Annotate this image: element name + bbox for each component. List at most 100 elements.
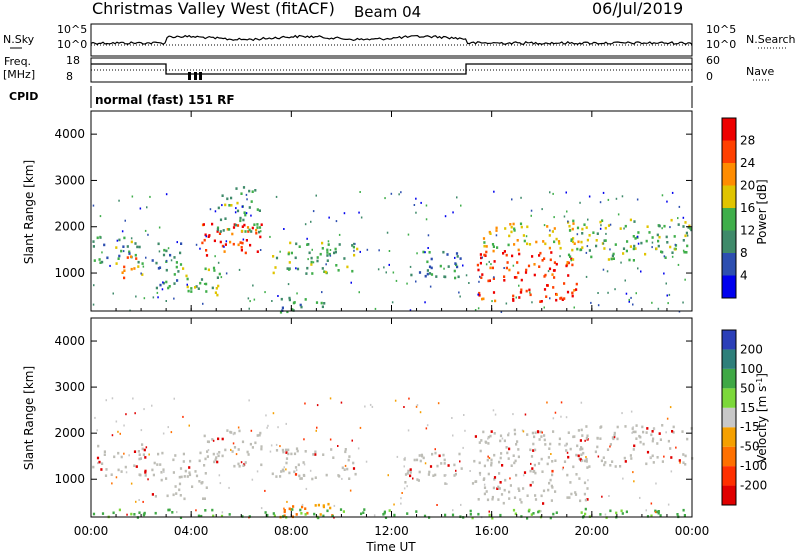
power-data-cell-9 <box>541 259 544 262</box>
vel-data-cell-7 <box>659 438 662 441</box>
vel-data-cell-0 <box>141 443 144 446</box>
vel-data-cell-8 <box>331 514 334 518</box>
vel-data-cell-7 <box>609 464 612 467</box>
power-data-cell-1 <box>137 265 140 268</box>
power-data-cell-10 <box>510 225 513 229</box>
vel-data-cell-6 <box>574 493 578 496</box>
power-data-noise-cell <box>152 296 155 299</box>
power-data-noise-cell <box>409 309 412 312</box>
power-data-cell-9 <box>502 252 505 255</box>
power-data-cell-10 <box>504 227 507 230</box>
vel-data-cell-8 <box>615 511 618 515</box>
power-data-noise-cell <box>112 292 114 295</box>
vel-data-cell-3 <box>298 474 301 478</box>
vel-data-cell-7 <box>613 434 616 437</box>
vel-data-cell-6 <box>512 454 515 457</box>
power-data-cell-4 <box>201 241 204 245</box>
power-data-noise-cell <box>614 288 616 291</box>
vel-data-cell-0 <box>104 474 108 477</box>
vel-data-noise-cell <box>564 444 566 447</box>
power-data-cell-5 <box>239 219 242 223</box>
vel-data-noise-cell <box>283 507 285 510</box>
power-data-cell-8 <box>447 265 450 268</box>
power-data-noise-cell <box>620 261 622 264</box>
vel-data-cell-8 <box>168 508 171 512</box>
vel-data-cell-2 <box>241 440 245 444</box>
vel-data-cell-7 <box>586 434 589 438</box>
vel-data-cell-3 <box>287 448 290 452</box>
vel-data-noise-cell <box>232 442 235 445</box>
vel-data-cell-2 <box>233 446 237 449</box>
power-data-noise-cell <box>116 239 119 242</box>
power-data-cell-9 <box>511 254 514 258</box>
velocity-ylabel: Slant Range [km] <box>22 366 36 470</box>
power-data-noise-cell <box>570 259 572 262</box>
colorbar-tick-label: 16 <box>740 201 755 215</box>
vel-data-cell-6 <box>490 458 493 462</box>
power-data-cell-2 <box>177 270 180 273</box>
power-data-noise-cell <box>388 250 391 252</box>
vel-data-noise-cell <box>408 397 410 400</box>
power-data-cell-0 <box>130 240 133 244</box>
power-data-noise-cell <box>661 227 663 230</box>
vel-data-cell-2 <box>216 460 219 464</box>
vel-data-noise-cell <box>111 482 113 485</box>
vel-data-cell-7 <box>585 460 588 463</box>
power-data-cell-8 <box>453 269 456 273</box>
power-data-cell-5 <box>250 200 253 203</box>
power-data-cell-8 <box>444 275 447 279</box>
power-data-cell-11 <box>633 244 636 248</box>
power-data-noise-cell <box>635 292 637 295</box>
power-data-noise-cell <box>307 258 309 261</box>
vel-data-noise-cell <box>584 439 586 442</box>
vel-data-cell-6 <box>546 462 549 466</box>
power-data-cell-4 <box>239 241 242 244</box>
vel-data-cell-6 <box>534 494 537 497</box>
vel-data-cell-6 <box>586 487 589 490</box>
vel-data-cell-3 <box>294 473 298 476</box>
vel-data-noise-cell <box>337 445 339 447</box>
power-data-cell-11 <box>586 238 589 242</box>
power-data-noise-cell <box>235 207 237 210</box>
colorbar-swatch <box>722 185 736 208</box>
power-data-cell-9 <box>517 271 520 275</box>
power-data-noise-cell <box>675 247 677 250</box>
power-data-cell-8 <box>439 264 442 268</box>
power-data-noise-cell <box>325 263 327 266</box>
power-data-cell-9 <box>543 257 546 260</box>
power-data-noise-cell <box>586 245 589 248</box>
power-data-cell-7 <box>293 301 296 304</box>
power-data-cell-5 <box>248 206 251 209</box>
vel-data-cell-6 <box>534 498 538 501</box>
vel-data-cell-7 <box>580 428 583 432</box>
vel-data-cell-2 <box>207 440 210 444</box>
power-data-noise-cell <box>338 233 341 236</box>
power-data-cell-10 <box>508 234 511 238</box>
vel-data-cell-8 <box>552 512 555 516</box>
power-data-noise-cell <box>488 260 490 263</box>
power-data-cell-9 <box>518 296 521 299</box>
power-data-cell-6 <box>295 242 298 246</box>
vel-data-cell-1 <box>160 478 163 482</box>
vel-data-cell-8 <box>415 510 418 513</box>
power-data-cell-10 <box>571 248 574 252</box>
vel-data-noise-cell <box>138 499 140 501</box>
vel-data-cell-3 <box>282 450 285 454</box>
vel-data-cell-5 <box>432 474 435 477</box>
power-data-cell-0 <box>122 245 125 248</box>
vel-data-cell-3 <box>282 469 285 473</box>
vel-data-cell-8 <box>646 515 650 518</box>
vel-data-cell-4 <box>295 513 298 516</box>
power-data-cell-8 <box>446 253 449 256</box>
power-data-cell-4 <box>236 224 240 227</box>
vel-data-cell-6 <box>526 433 529 436</box>
colorbar-frame <box>721 117 737 299</box>
power-data-cell-2 <box>157 242 160 246</box>
vel-data-noise-cell <box>455 469 457 472</box>
colorbar-tick-label: -15 <box>740 420 760 434</box>
vel-data-cell-6 <box>507 457 510 460</box>
power-data-cell-11 <box>684 221 687 224</box>
vel-data-noise-cell <box>123 452 125 455</box>
power-data-cell-6 <box>288 261 291 264</box>
